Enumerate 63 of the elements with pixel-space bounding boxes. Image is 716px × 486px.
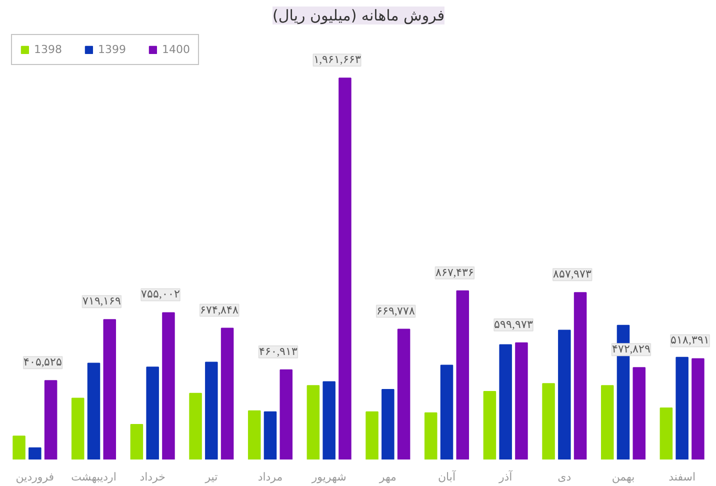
bar [189,392,202,460]
bar [130,424,144,460]
bar [483,390,496,460]
bar [306,385,320,460]
x-tick-label: تیر [204,470,218,484]
x-tick-label: آذر [498,470,514,484]
bar [87,362,100,460]
x-tick-label: خرداد [140,470,166,484]
data-label: ۷۱۹,۱۶۹ [82,296,122,308]
data-label: ۶۶۹,۷۷۸ [376,305,416,318]
x-tick-label: فروردین [16,470,54,484]
bar [205,362,218,460]
bar [44,380,58,460]
data-label: ۴۷۲,۸۲۹ [612,344,651,356]
bar [424,412,438,460]
x-tick-label: بهمن [612,470,635,484]
x-tick-label: اردیبهشت [71,470,116,484]
bar [103,319,116,460]
data-label: ۸۶۷,۴۳۶ [435,266,474,279]
data-label: ۷۵۵,۰۰۲ [141,288,180,301]
x-tick-label: آبان [438,470,456,484]
legend-label: 1399 [98,43,126,56]
bar [28,447,42,460]
bar [322,381,336,460]
x-tick-label: دی [558,470,572,484]
x-tick-label: مهر [378,470,397,484]
bar [12,436,26,460]
bar [692,358,704,460]
bar [146,366,159,460]
data-label: ۸۵۷,۹۷۳ [552,268,592,281]
bar [248,410,261,460]
x-tick-label: اسفند [668,470,696,484]
bar [162,312,175,460]
bar [600,385,614,460]
bar [440,364,454,460]
bar [397,328,410,460]
x-tick-label: شهریور [310,470,346,484]
bar [71,398,84,460]
bar [574,292,587,460]
data-label: ۵۱۸,۳۹۱ [670,334,710,347]
bar [660,407,673,460]
bar [515,342,528,460]
x-tick-label: مرداد [258,470,283,484]
bar [499,344,512,460]
data-label: ۶۷۴,۸۴۸ [200,304,239,316]
bar [542,383,555,460]
bar [382,389,394,460]
bar [280,369,293,460]
bar [338,78,352,460]
data-label: ۴۶۰,۹۱۳ [258,346,298,358]
bar [676,356,688,460]
bar [264,411,277,460]
legend-label: 1400 [162,43,190,56]
data-label: ۴۰۵,۵۲۵ [23,356,62,369]
chart-title: فروش ماهانه (میلیون ریال) [272,6,445,24]
bar [220,328,234,460]
legend-label: 1398 [34,43,62,56]
data-label: ۵۹۹,۹۷۳ [494,318,533,331]
bar [632,367,646,460]
bar [558,330,571,460]
data-label: ۱,۹۶۱,۶۶۳ [313,54,361,66]
bar [366,411,378,460]
bar [456,290,470,460]
